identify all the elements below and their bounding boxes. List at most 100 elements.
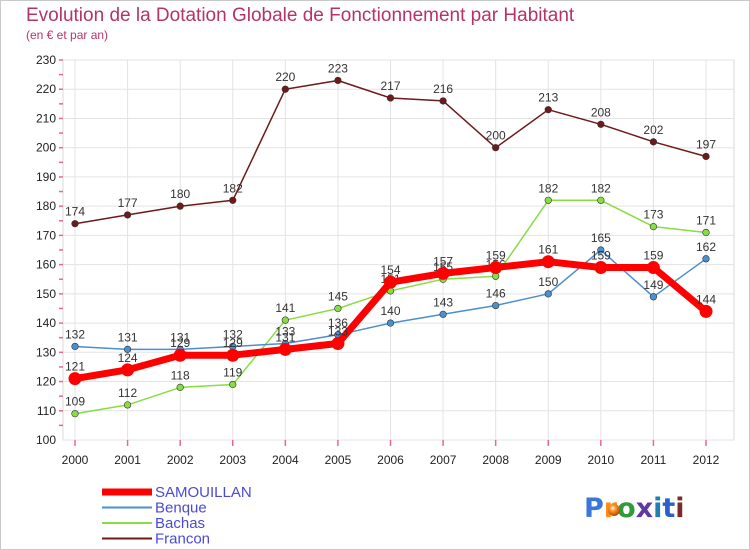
data-point-bachas	[71, 410, 79, 418]
y-tick-label: 190	[36, 170, 56, 184]
data-label-bachas: 119	[223, 365, 242, 379]
x-tick-label: 2011	[641, 453, 667, 467]
data-label-francon: 216	[433, 82, 453, 96]
data-label-francon: 208	[591, 105, 611, 119]
data-label-benque: 165	[591, 231, 611, 245]
data-point-benque	[492, 301, 500, 310]
data-label-samouillan: 124	[118, 351, 138, 365]
data-label-francon: 180	[170, 187, 190, 201]
x-tick-label: 2004	[272, 453, 299, 467]
x-tick-label: 2000	[62, 453, 89, 467]
data-point-francon	[334, 76, 342, 85]
data-label-benque: 131	[118, 330, 138, 344]
data-point-samouillan	[173, 348, 187, 362]
data-point-bachas	[544, 196, 552, 204]
data-label-bachas: 182	[538, 181, 558, 195]
data-point-samouillan	[541, 255, 555, 269]
axes: 100 110 120 130 140 150 160 170 180 190 200 210 220 2…	[36, 53, 720, 467]
data-point-bachas	[281, 316, 289, 324]
legend-label-francon: Francon	[155, 531, 210, 548]
data-label-benque: 136	[328, 316, 348, 330]
data-point-benque	[123, 345, 132, 353]
data-point-bachas	[597, 196, 605, 204]
data-point-francon	[71, 220, 79, 228]
data-label-bachas: 182	[591, 181, 611, 195]
data-point-bachas	[176, 383, 184, 391]
data-label-francon: 220	[275, 70, 295, 84]
data-point-samouillan	[384, 275, 397, 289]
data-label-francon: 200	[486, 129, 506, 143]
data-point-francon	[439, 97, 447, 105]
logo-letter: i	[675, 493, 684, 524]
y-tick-label: 200	[36, 141, 56, 155]
data-point-francon	[386, 94, 395, 102]
data-point-francon	[702, 152, 710, 161]
data-label-samouillan: 121	[65, 360, 85, 374]
y-tick-label: 230	[36, 53, 56, 67]
data-label-samouillan: 133	[328, 325, 348, 339]
data-point-samouillan	[121, 363, 135, 377]
data-label-benque: 140	[380, 304, 400, 318]
logo-ball-icon	[608, 504, 620, 516]
data-label-bachas: 173	[643, 208, 663, 222]
data-label-samouillan: 161	[538, 243, 558, 257]
logo-text: Proxiti	[584, 493, 685, 524]
data-point-francon	[492, 144, 500, 152]
data-point-samouillan	[68, 372, 82, 386]
y-tick-label: 120	[36, 375, 56, 389]
data-point-benque	[71, 342, 79, 351]
data-label-francon: 197	[696, 137, 716, 151]
data-point-samouillan	[699, 304, 713, 318]
y-tick-label: 160	[36, 258, 56, 272]
data-point-benque	[702, 255, 710, 263]
data-point-francon	[123, 211, 132, 219]
data-label-samouillan: 159	[643, 249, 663, 263]
data-label-bachas: 141	[275, 301, 295, 315]
logo-letter: x	[636, 493, 653, 524]
data-point-samouillan	[226, 348, 240, 362]
data-point-francon	[176, 202, 184, 210]
data-point-bachas	[649, 223, 658, 231]
x-tick-label: 2009	[535, 453, 562, 467]
legend-label-samouillan: SAMOUILLAN	[155, 484, 252, 501]
x-tick-label: 2008	[482, 453, 509, 467]
data-point-bachas	[702, 228, 710, 237]
x-tick-label: 2005	[325, 453, 352, 467]
data-label-benque: 150	[538, 275, 558, 289]
data-point-samouillan	[489, 261, 503, 275]
chart-title: Evolution de la Dotation Globale de Fonc…	[26, 5, 575, 26]
x-tick-label: 2007	[430, 453, 457, 467]
data-point-francon	[281, 85, 289, 93]
data-label-francon: 217	[380, 79, 400, 93]
data-point-francon	[229, 196, 237, 204]
data-point-benque	[544, 290, 552, 298]
y-tick-label: 130	[36, 345, 56, 359]
logo-letter: o	[617, 493, 636, 524]
data-label-benque: 162	[696, 240, 716, 254]
x-tick-label: 2003	[219, 453, 246, 467]
x-tick-label: 2002	[167, 453, 194, 467]
data-point-benque	[649, 293, 658, 301]
data-label-samouillan: 131	[275, 330, 295, 344]
logo-letter: P	[584, 493, 604, 524]
data-point-francon	[649, 138, 658, 146]
data-label-samouillan: 159	[591, 249, 611, 263]
data-label-francon: 177	[118, 196, 138, 210]
y-tick-label: 210	[36, 111, 56, 125]
data-label-benque: 132	[65, 327, 85, 341]
data-label-francon: 182	[223, 181, 243, 195]
data-point-samouillan	[278, 342, 292, 356]
data-label-samouillan: 157	[433, 254, 453, 268]
y-tick-label: 180	[36, 199, 56, 213]
data-point-benque	[597, 246, 605, 254]
data-label-samouillan: 159	[486, 249, 506, 263]
data-point-bachas	[123, 401, 132, 409]
data-point-benque	[439, 310, 447, 318]
data-label-benque: 133	[275, 325, 295, 339]
legend-label-bachas: Bachas	[155, 515, 205, 532]
series-francon: 174 177 180 182 220 223 217 216 200 213 208 202 197	[65, 61, 716, 228]
